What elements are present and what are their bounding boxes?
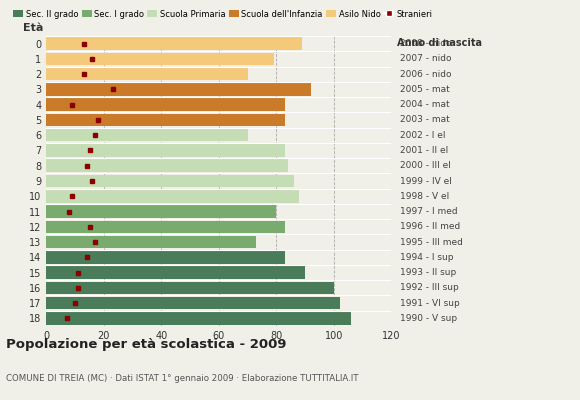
Text: Età: Età bbox=[23, 23, 43, 33]
Text: 2002 - I el: 2002 - I el bbox=[400, 131, 445, 140]
Text: Popolazione per età scolastica - 2009: Popolazione per età scolastica - 2009 bbox=[6, 338, 287, 351]
Bar bbox=[46, 129, 248, 142]
Text: 2000 - III el: 2000 - III el bbox=[400, 161, 451, 170]
Text: 1996 - II med: 1996 - II med bbox=[400, 222, 460, 231]
Bar bbox=[46, 236, 256, 248]
Text: 1994 - I sup: 1994 - I sup bbox=[400, 253, 453, 262]
Text: 1998 - V el: 1998 - V el bbox=[400, 192, 449, 201]
Bar bbox=[46, 53, 274, 65]
Text: 2004 - mat: 2004 - mat bbox=[400, 100, 450, 109]
Bar bbox=[46, 98, 285, 111]
Text: 1995 - III med: 1995 - III med bbox=[400, 238, 463, 246]
Text: 2001 - II el: 2001 - II el bbox=[400, 146, 448, 155]
Text: 1992 - III sup: 1992 - III sup bbox=[400, 283, 458, 292]
Legend: Sec. II grado, Sec. I grado, Scuola Primaria, Scuola dell'Infanzia, Asilo Nido, : Sec. II grado, Sec. I grado, Scuola Prim… bbox=[10, 6, 436, 22]
Bar bbox=[46, 68, 248, 80]
Bar bbox=[46, 160, 288, 172]
Bar bbox=[46, 282, 334, 294]
Text: 1993 - II sup: 1993 - II sup bbox=[400, 268, 456, 277]
Bar bbox=[46, 220, 285, 233]
Bar bbox=[46, 37, 302, 50]
Text: 2003 - mat: 2003 - mat bbox=[400, 116, 450, 124]
Text: 1991 - VI sup: 1991 - VI sup bbox=[400, 299, 459, 308]
Text: 2007 - nido: 2007 - nido bbox=[400, 54, 451, 63]
Bar bbox=[46, 266, 305, 279]
Text: 1990 - V sup: 1990 - V sup bbox=[400, 314, 457, 323]
Bar bbox=[46, 83, 311, 96]
Bar bbox=[46, 251, 285, 264]
Bar bbox=[46, 175, 293, 187]
Bar bbox=[46, 205, 277, 218]
Bar bbox=[46, 190, 299, 202]
Text: 2006 - nido: 2006 - nido bbox=[400, 70, 451, 79]
Bar bbox=[46, 144, 285, 157]
Text: 2008 - nido: 2008 - nido bbox=[400, 39, 451, 48]
Text: Anno di nascita: Anno di nascita bbox=[397, 38, 483, 48]
Text: 1999 - IV el: 1999 - IV el bbox=[400, 176, 452, 186]
Bar bbox=[46, 297, 340, 309]
Bar bbox=[46, 114, 285, 126]
Text: COMUNE DI TREIA (MC) · Dati ISTAT 1° gennaio 2009 · Elaborazione TUTTITALIA.IT: COMUNE DI TREIA (MC) · Dati ISTAT 1° gen… bbox=[6, 374, 358, 383]
Bar bbox=[46, 312, 351, 325]
Text: 1997 - I med: 1997 - I med bbox=[400, 207, 458, 216]
Text: 2005 - mat: 2005 - mat bbox=[400, 85, 450, 94]
